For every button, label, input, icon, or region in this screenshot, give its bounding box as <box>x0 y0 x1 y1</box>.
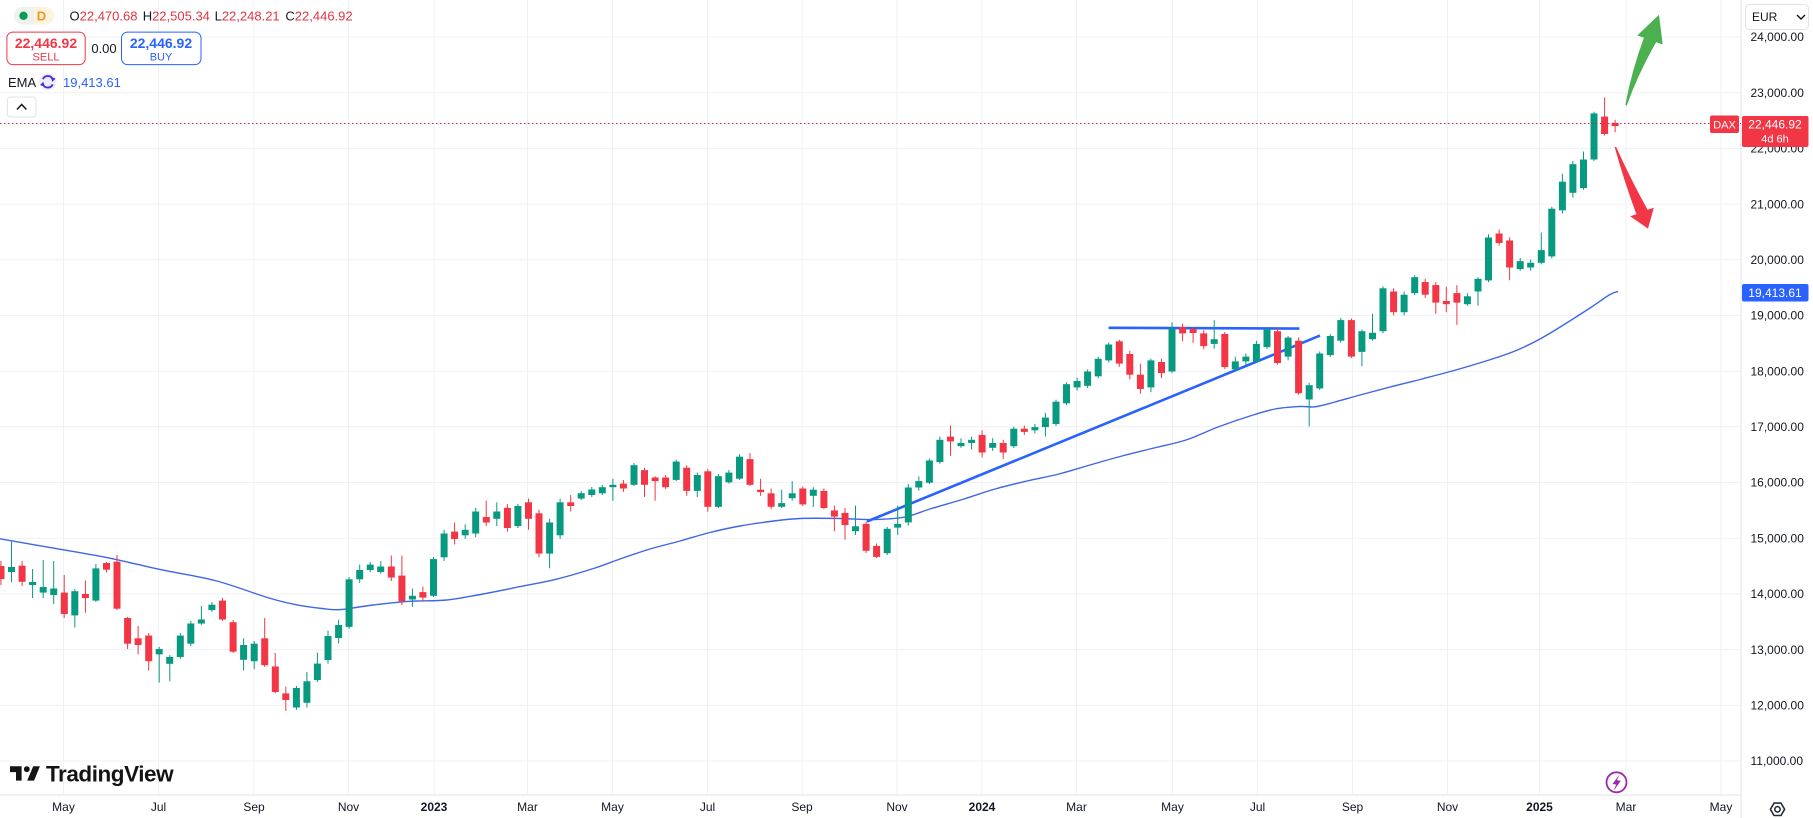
svg-text:24,000.00: 24,000.00 <box>1751 30 1805 44</box>
svg-text:0.00: 0.00 <box>91 41 116 56</box>
svg-text:May: May <box>1710 800 1733 814</box>
svg-text:Jul: Jul <box>151 800 166 814</box>
svg-text:22,446.92: 22,446.92 <box>15 35 77 51</box>
svg-text:Sep: Sep <box>1342 800 1364 814</box>
svg-text:17,000.00: 17,000.00 <box>1751 420 1805 434</box>
svg-text:May: May <box>601 800 624 814</box>
svg-text:L22,248.21: L22,248.21 <box>215 9 280 24</box>
svg-text:19,413.61: 19,413.61 <box>1748 286 1802 300</box>
svg-text:H22,505.34: H22,505.34 <box>143 9 210 24</box>
svg-text:BUY: BUY <box>150 52 173 64</box>
svg-text:Mar: Mar <box>517 800 538 814</box>
svg-text:May: May <box>1161 800 1184 814</box>
svg-text:EUR: EUR <box>1752 10 1778 24</box>
svg-text:16,000.00: 16,000.00 <box>1751 476 1805 490</box>
svg-text:Sep: Sep <box>243 800 265 814</box>
svg-text:13,000.00: 13,000.00 <box>1751 643 1805 657</box>
svg-text:14,000.00: 14,000.00 <box>1751 587 1805 601</box>
svg-text:2023: 2023 <box>421 800 448 814</box>
svg-text:DAX: DAX <box>1713 120 1736 132</box>
svg-text:Nov: Nov <box>338 800 359 814</box>
svg-text:21,000.00: 21,000.00 <box>1751 197 1805 211</box>
svg-text:Nov: Nov <box>886 800 907 814</box>
svg-text:Mar: Mar <box>1616 800 1637 814</box>
svg-text:19,000.00: 19,000.00 <box>1751 309 1805 323</box>
svg-text:20,000.00: 20,000.00 <box>1751 253 1805 267</box>
svg-text:19,413.61: 19,413.61 <box>63 75 121 90</box>
svg-text:Sep: Sep <box>791 800 813 814</box>
svg-text:Jul: Jul <box>700 800 715 814</box>
svg-text:2025: 2025 <box>1526 800 1553 814</box>
svg-text:22,446.92: 22,446.92 <box>1748 118 1802 132</box>
svg-text:SELL: SELL <box>33 52 60 64</box>
svg-text:O22,470.68: O22,470.68 <box>70 9 138 24</box>
svg-text:EMA: EMA <box>8 75 37 90</box>
svg-text:Jul: Jul <box>1250 800 1265 814</box>
svg-text:12,000.00: 12,000.00 <box>1751 699 1805 713</box>
svg-text:4d 6h: 4d 6h <box>1761 134 1789 146</box>
svg-text:C22,446.92: C22,446.92 <box>285 9 352 24</box>
svg-text:18,000.00: 18,000.00 <box>1751 364 1805 378</box>
svg-text:22,446.92: 22,446.92 <box>130 35 192 51</box>
svg-text:2024: 2024 <box>969 800 996 814</box>
svg-text:23,000.00: 23,000.00 <box>1751 86 1805 100</box>
svg-text:Mar: Mar <box>1066 800 1087 814</box>
svg-text:Nov: Nov <box>1437 800 1458 814</box>
svg-text:D: D <box>37 9 46 24</box>
svg-text:15,000.00: 15,000.00 <box>1751 531 1805 545</box>
svg-text:11,000.00: 11,000.00 <box>1751 754 1804 768</box>
svg-text:TradingView: TradingView <box>46 762 174 787</box>
svg-text:May: May <box>52 800 75 814</box>
